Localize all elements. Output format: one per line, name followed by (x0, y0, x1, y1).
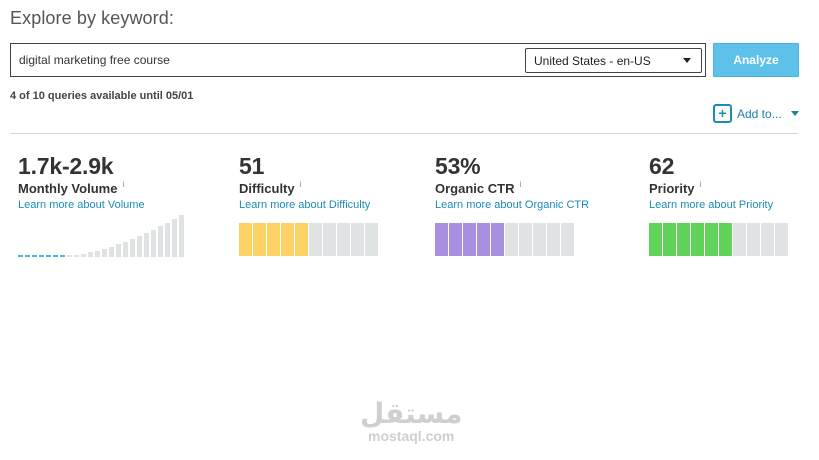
watermark-arabic: مستقل (360, 397, 463, 430)
watermark-logo: مستقل mostaql.com (360, 397, 463, 445)
meter-segment (463, 223, 476, 256)
metric-ctr: 53% Organic CTR i Learn more about Organ… (435, 153, 589, 211)
meter-segment (267, 223, 280, 256)
meter-segment (505, 223, 518, 256)
meter-segment (337, 223, 350, 256)
volume-bar (60, 255, 65, 257)
meter-segment (365, 223, 378, 256)
meter-segment (281, 223, 294, 256)
add-to-label: Add to... (737, 106, 782, 121)
meter-segment (705, 223, 718, 256)
volume-bar (116, 244, 121, 257)
chevron-down-icon (683, 58, 691, 63)
locale-select-value: United States - en-US (534, 54, 651, 68)
meter-segment (295, 223, 308, 256)
metric-difficulty: 51 Difficulty i Learn more about Difficu… (239, 153, 370, 211)
ctr-meter (435, 223, 575, 256)
meter-segment (747, 223, 760, 256)
volume-bar (39, 255, 44, 257)
volume-bar (144, 233, 149, 257)
meter-segment (775, 223, 788, 256)
page-title: Explore by keyword: (10, 8, 174, 28)
volume-label-row: Monthly Volume i (18, 180, 145, 197)
volume-bar (179, 215, 184, 257)
volume-bar (53, 255, 58, 257)
meter-segment (477, 223, 490, 256)
volume-bar (74, 255, 79, 257)
priority-meter (649, 223, 789, 256)
add-to-button[interactable]: + Add to... (713, 104, 799, 123)
volume-histogram (18, 214, 186, 257)
volume-bar (46, 255, 51, 257)
volume-bar (32, 255, 37, 257)
difficulty-meter (239, 223, 379, 256)
volume-bar (95, 251, 100, 257)
volume-label: Monthly Volume (18, 181, 118, 196)
meter-segment (719, 223, 732, 256)
meter-segment (435, 223, 448, 256)
meter-segment (533, 223, 546, 256)
query-quota: 4 of 10 queries available until 05/01 (10, 90, 194, 102)
ctr-label-row: Organic CTR i (435, 180, 589, 197)
volume-bar (67, 255, 72, 257)
info-icon[interactable]: i (699, 180, 702, 189)
info-icon[interactable]: i (519, 180, 522, 189)
priority-learn-more-link[interactable]: Learn more about Priority (649, 199, 774, 211)
ctr-value: 53% (435, 153, 481, 179)
volume-bar (123, 242, 128, 257)
divider (10, 133, 798, 134)
metric-volume: 1.7k-2.9k Monthly Volume i Learn more ab… (18, 153, 145, 211)
difficulty-label-row: Difficulty i (239, 180, 370, 197)
difficulty-value: 51 (239, 153, 265, 179)
metric-priority: 62 Priority i Learn more about Priority (649, 153, 773, 211)
priority-value: 62 (649, 153, 675, 179)
volume-value: 1.7k-2.9k (18, 153, 114, 179)
difficulty-learn-more-link[interactable]: Learn more about Difficulty (239, 199, 371, 211)
ctr-label: Organic CTR (435, 181, 515, 196)
volume-bar (81, 254, 86, 257)
meter-segment (649, 223, 662, 256)
meter-segment (351, 223, 364, 256)
priority-label: Priority (649, 181, 695, 196)
analyze-button[interactable]: Analyze (713, 43, 799, 77)
keyword-input[interactable] (11, 44, 521, 76)
volume-bar (18, 255, 23, 257)
volume-bar (109, 247, 114, 257)
priority-label-row: Priority i (649, 180, 773, 197)
meter-segment (519, 223, 532, 256)
volume-bar (158, 226, 163, 257)
info-icon[interactable]: i (299, 180, 302, 189)
volume-bar (172, 219, 177, 257)
volume-bar (151, 230, 156, 257)
volume-bar (25, 255, 30, 257)
watermark-latin: mostaql.com (368, 428, 455, 444)
meter-segment (677, 223, 690, 256)
meter-segment (733, 223, 746, 256)
chevron-down-icon (790, 111, 799, 116)
meter-segment (561, 223, 574, 256)
meter-segment (663, 223, 676, 256)
ctr-learn-more-link[interactable]: Learn more about Organic CTR (435, 199, 590, 211)
volume-bar (102, 249, 107, 257)
meter-segment (239, 223, 252, 256)
meter-segment (309, 223, 322, 256)
meter-segment (323, 223, 336, 256)
meter-segment (761, 223, 774, 256)
meter-segment (253, 223, 266, 256)
locale-select[interactable]: United States - en-US (525, 48, 702, 73)
plus-icon: + (713, 104, 732, 123)
search-box: United States - en-US (10, 43, 706, 77)
volume-learn-more-link[interactable]: Learn more about Volume (18, 199, 145, 211)
meter-segment (547, 223, 560, 256)
meter-segment (491, 223, 504, 256)
volume-bar (137, 236, 142, 257)
volume-bar (130, 239, 135, 257)
meter-segment (691, 223, 704, 256)
volume-bar (88, 252, 93, 257)
difficulty-label: Difficulty (239, 181, 295, 196)
meter-segment (449, 223, 462, 256)
info-icon[interactable]: i (122, 180, 125, 189)
volume-bar (165, 223, 170, 257)
